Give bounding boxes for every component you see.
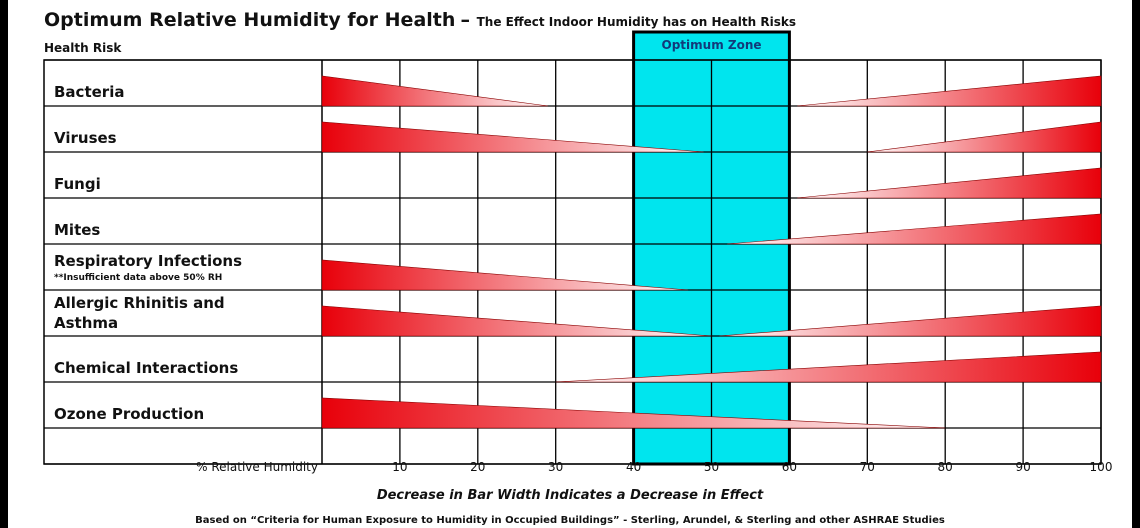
chart-caption: Decrease in Bar Width Indicates a Decrea… xyxy=(377,488,764,503)
x-tick-label: 10 xyxy=(392,460,407,474)
category-note: **Insufficient data above 50% RH xyxy=(54,273,222,283)
category-label: Mites xyxy=(54,221,100,239)
risk-wedge xyxy=(321,259,689,291)
chart-title-line: Optimum Relative Humidity for Health – T… xyxy=(44,9,796,31)
risk-wedge xyxy=(797,167,1102,199)
category-label: Fungi xyxy=(54,175,101,193)
category-label: Viruses xyxy=(54,129,117,147)
chart-title: Optimum Relative Humidity for Health xyxy=(44,9,455,31)
x-tick-label: 50 xyxy=(704,460,719,474)
x-tick-label: 60 xyxy=(782,460,797,474)
x-tick-labels: 10 20 30 40 50 60 70 80 90 100 xyxy=(392,460,1112,474)
row-header: Health Risk xyxy=(44,41,122,55)
risk-wedge xyxy=(321,121,704,153)
risk-wedge xyxy=(719,305,1102,337)
category-label: Allergic Rhinitis and xyxy=(54,294,225,312)
category-label: Bacteria xyxy=(54,83,124,101)
x-tick-label: 40 xyxy=(626,460,641,474)
risk-wedges xyxy=(321,75,1102,429)
optimum-zone-label: Optimum Zone xyxy=(662,38,762,52)
risk-wedge xyxy=(321,397,946,429)
chart-frame: Optimum Relative Humidity for Health – T… xyxy=(8,0,1132,528)
x-tick-label: 30 xyxy=(548,460,563,474)
category-label: Asthma xyxy=(54,314,118,332)
risk-wedge xyxy=(555,351,1102,383)
x-tick-label: 90 xyxy=(1015,460,1030,474)
humidity-health-chart: Optimum Relative Humidity for Health – T… xyxy=(43,9,1112,526)
risk-wedge xyxy=(321,75,548,107)
category-labels: Bacteria Viruses Fungi Mites Respiratory Inf… xyxy=(54,83,242,423)
category-label: Chemical Interactions xyxy=(54,359,238,377)
x-axis-label: % Relative Humidity xyxy=(196,460,318,474)
title-dash: – xyxy=(460,9,476,31)
optimum-zone-border xyxy=(632,30,791,466)
risk-wedge xyxy=(321,305,712,337)
risk-wedge xyxy=(727,213,1102,245)
x-tick-label: 100 xyxy=(1090,460,1113,474)
x-tick-label: 70 xyxy=(860,460,875,474)
category-label: Respiratory Infections xyxy=(54,252,242,270)
category-label: Ozone Production xyxy=(54,405,204,423)
risk-wedge xyxy=(867,121,1102,153)
chart-subtitle: The Effect Indoor Humidity has on Health… xyxy=(477,15,796,29)
risk-wedge xyxy=(797,75,1102,107)
chart-source: Based on “Criteria for Human Exposure to… xyxy=(195,515,945,526)
plot-border xyxy=(43,59,1102,465)
x-tick-label: 20 xyxy=(470,460,485,474)
chart-grid: Optimum Zone xyxy=(43,30,1102,466)
x-tick-label: 80 xyxy=(938,460,953,474)
